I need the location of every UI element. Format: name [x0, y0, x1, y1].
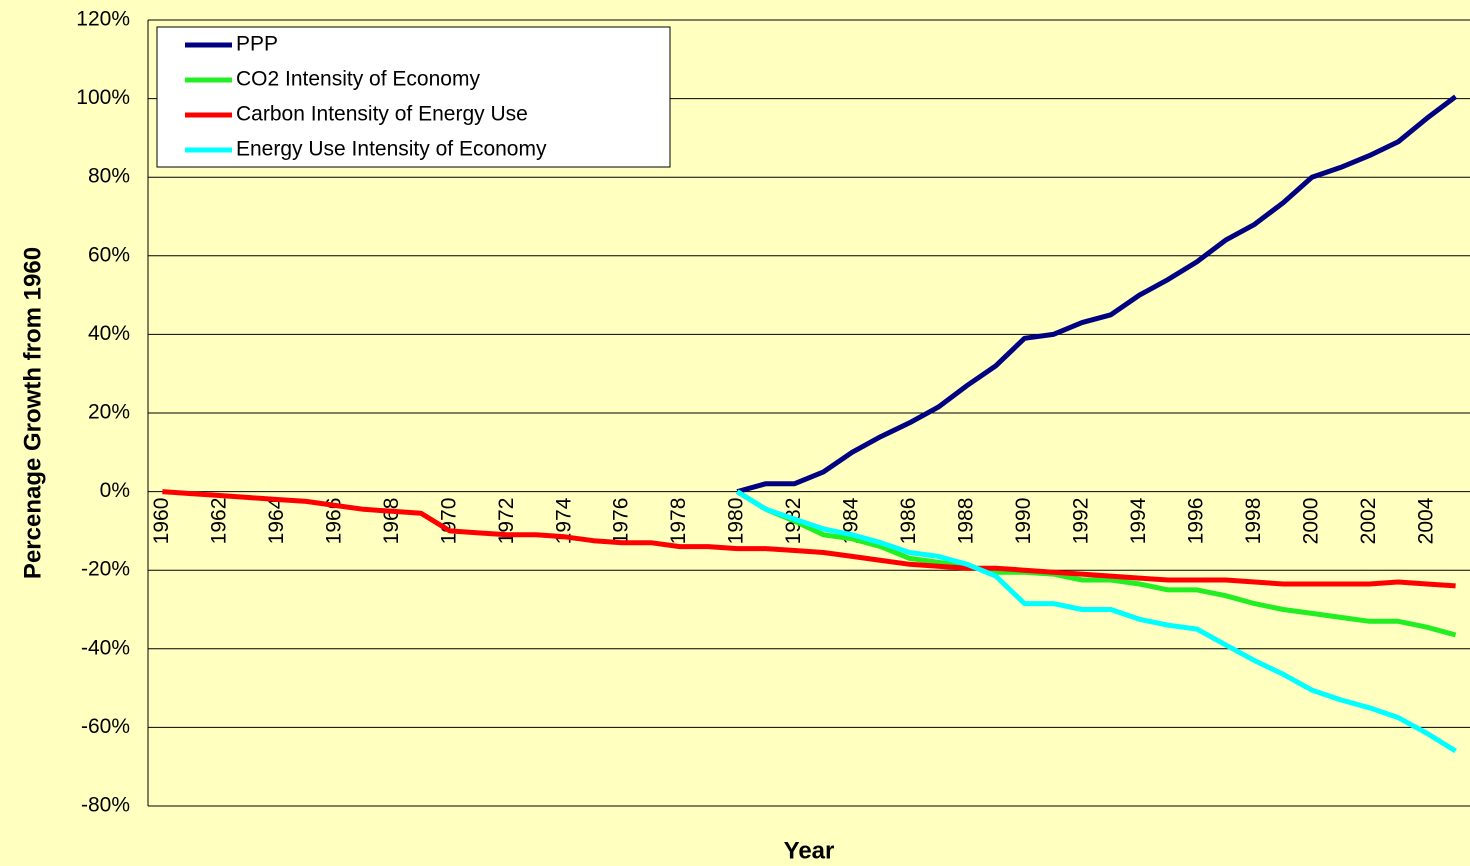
y-tick-label: 60% — [88, 243, 130, 266]
series-line — [736, 94, 1458, 495]
legend-box — [156, 26, 671, 168]
x-tick-label: 1966 — [322, 498, 345, 545]
x-tick-label: 1996 — [1185, 498, 1208, 545]
y-axis-title: Percenage Growth from 1960 — [19, 247, 46, 579]
x-tick-label: 1998 — [1242, 498, 1265, 545]
x-tick-label: 2004 — [1414, 497, 1437, 544]
y-tick-label: 80% — [88, 165, 130, 188]
x-tick-label: 1962 — [207, 498, 230, 545]
x-tick-label: 1992 — [1070, 498, 1093, 545]
y-tick-label: 120% — [76, 8, 130, 31]
x-tick-label: 1988 — [955, 498, 978, 545]
y-tick-label: -60% — [81, 715, 130, 738]
legend-label: Carbon Intensity of Energy Use — [236, 103, 528, 126]
y-tick-label: -40% — [81, 636, 130, 659]
legend-label: Energy Use Intensity of Economy — [236, 138, 547, 161]
x-tick-label: 1970 — [437, 498, 460, 545]
x-tick-label: 1994 — [1127, 497, 1150, 544]
x-tick-label: 1990 — [1012, 498, 1035, 545]
y-tick-label: -80% — [81, 794, 130, 817]
x-tick-label: 1976 — [610, 498, 633, 545]
y-tick-label: 0% — [100, 479, 130, 502]
x-axis-title: Year — [784, 837, 835, 864]
y-tick-label: 40% — [88, 322, 130, 345]
x-tick-label: 1972 — [495, 498, 518, 545]
x-tick-label: 1968 — [380, 498, 403, 545]
x-tick-label: 2002 — [1357, 498, 1380, 545]
y-tick-label: 100% — [76, 86, 130, 109]
legend-label: CO2 Intensity of Economy — [236, 68, 480, 91]
x-tick-label: 1960 — [150, 498, 173, 545]
series-line — [735, 489, 1457, 638]
legend-label: PPP — [236, 33, 278, 56]
x-tick-label: 1974 — [552, 497, 575, 544]
series-line — [735, 489, 1457, 754]
series-line — [162, 489, 1456, 589]
y-tick-label: 20% — [88, 401, 130, 424]
x-tick-label: 1986 — [897, 498, 920, 545]
y-tick-label: -20% — [81, 558, 130, 581]
x-tick-label: 1978 — [667, 498, 690, 545]
x-tick-label: 2000 — [1299, 498, 1322, 545]
x-tick-label: 1980 — [725, 498, 748, 545]
x-tick-label: 1964 — [265, 497, 288, 544]
